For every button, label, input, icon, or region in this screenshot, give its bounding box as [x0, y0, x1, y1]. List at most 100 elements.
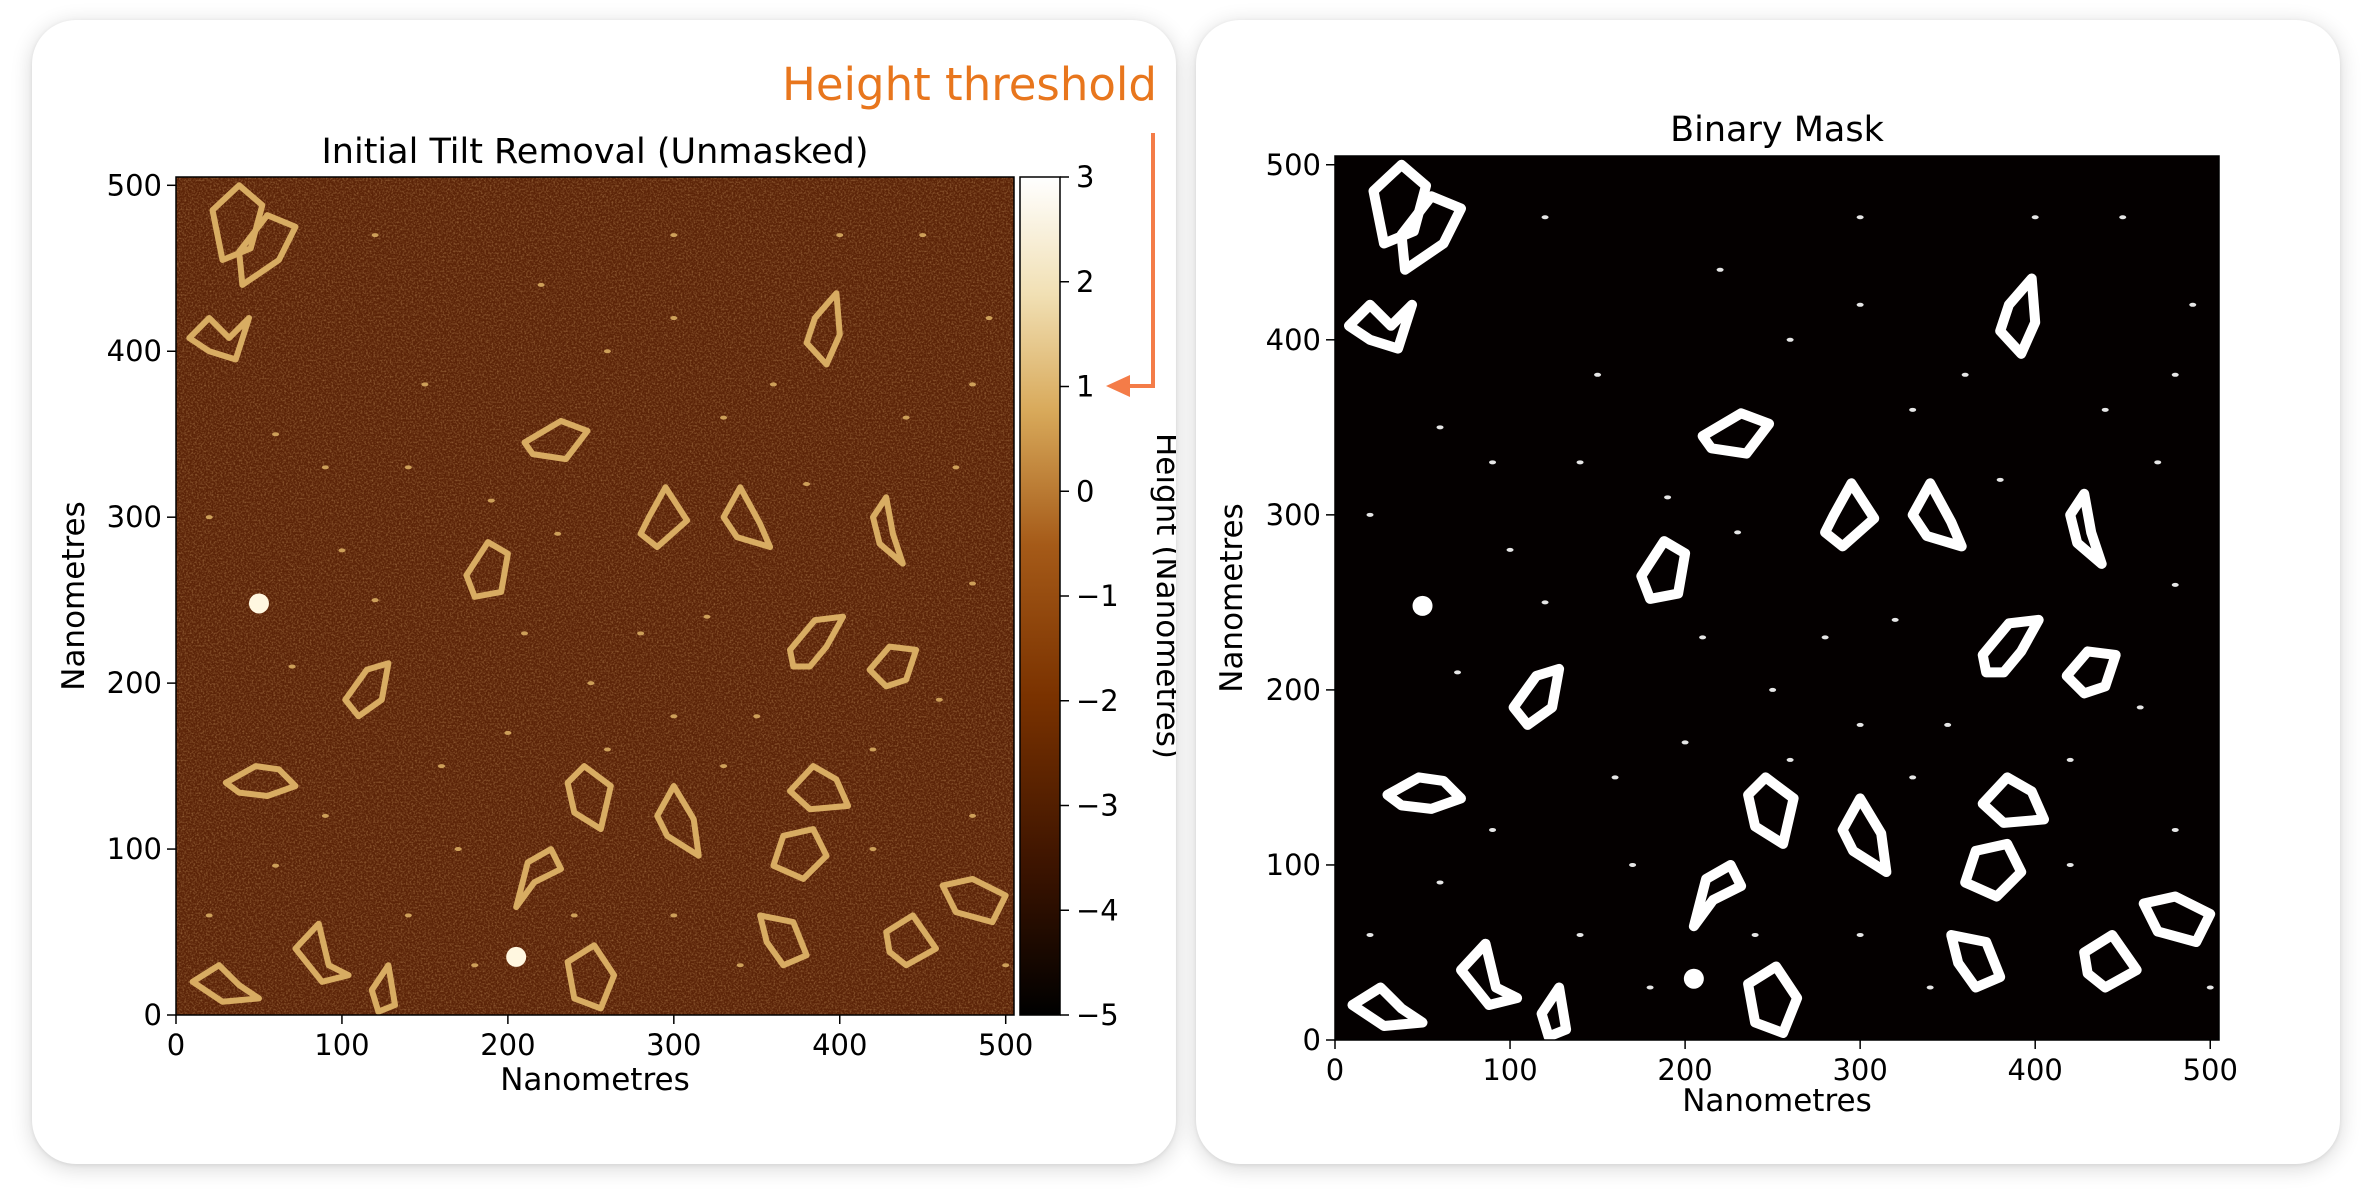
surface-speck: [504, 730, 512, 735]
x-axis-label: Nanometres: [1682, 1083, 1872, 1119]
chart-title: Initial Tilt Removal (Unmasked): [321, 132, 868, 172]
colorbar-tick-label: 2: [1076, 265, 1094, 299]
molecule-loop: [803, 290, 843, 368]
surface-speck: [1366, 512, 1374, 517]
y-tick-label: 200: [107, 666, 162, 700]
molecule-loop: [564, 942, 618, 1012]
surface-speck: [371, 233, 379, 238]
x-tick-label: 500: [978, 1028, 1033, 1062]
y-axis-label: Nanometres: [56, 501, 92, 691]
y-axis-label: Nanometres: [1214, 503, 1250, 693]
surface-speck: [554, 531, 562, 536]
surface-speck: [454, 847, 462, 852]
surface-speck: [1856, 215, 1864, 220]
surface-speck: [1646, 985, 1654, 990]
molecule-loop: [1382, 772, 1466, 814]
x-tick-label: 500: [2183, 1053, 2238, 1087]
surface-speck: [404, 465, 412, 470]
surface-speck: [969, 813, 977, 818]
x-tick-label: 100: [1482, 1053, 1537, 1087]
surface-speck: [471, 963, 479, 968]
molecule-loop: [236, 212, 299, 288]
molecule-loop: [1396, 191, 1466, 275]
surface-speck: [2066, 757, 2074, 762]
colorbar-ticks: 3 2 1 0 −1 −2 −3 −4 −5: [1060, 160, 1119, 1032]
surface-speck: [2171, 372, 2179, 377]
x-tick-label: 300: [1832, 1053, 1887, 1087]
surface-speck: [1734, 530, 1742, 535]
molecule-loop: [1536, 982, 1572, 1040]
surface-speck: [1454, 670, 1462, 675]
surface-speck: [1961, 372, 1969, 377]
molecule-loop: [1977, 614, 2044, 678]
x-tick-label: 200: [480, 1028, 535, 1062]
molecule-loop: [1995, 273, 2041, 359]
y-tick-label: 300: [1266, 498, 1321, 532]
surface-speck: [1681, 740, 1689, 745]
molecule-loop: [1688, 860, 1747, 932]
mask-background: [1335, 156, 2219, 1040]
surface-speck: [371, 598, 379, 603]
y-tick-label: 100: [1266, 848, 1321, 882]
surface-speck: [2189, 302, 2197, 307]
surface-speck: [288, 664, 296, 669]
surface-speck: [338, 548, 346, 553]
plot-frame: [175, 176, 1015, 1016]
colorbar-label: Height (Nanometres): [1149, 433, 1176, 759]
colorbar-tick-label: 3: [1076, 160, 1094, 194]
surface-speck: [1926, 985, 1934, 990]
surface-speck: [1786, 757, 1794, 762]
molecule-loop: [189, 962, 262, 1005]
surface-speck: [2171, 582, 2179, 587]
surface-speck: [2101, 407, 2109, 412]
bright-particle: [1683, 968, 1704, 989]
surface-speck: [321, 465, 329, 470]
height-threshold-annotation: Height threshold: [782, 58, 1157, 111]
surface-speck: [670, 714, 678, 719]
molecule-loop: [1508, 663, 1565, 730]
x-tick-label: 200: [1657, 1053, 1712, 1087]
surface-speck: [1436, 880, 1444, 885]
threshold-arrow-line: [1124, 133, 1155, 388]
left-panel-card: Initial Tilt Removal (Unmasked) 0 100 200 3…: [32, 20, 1185, 1164]
x-tick-label: 0: [167, 1028, 185, 1062]
surface-speck: [1944, 722, 1952, 727]
surface-speck: [1489, 460, 1497, 465]
surface-speck: [1002, 963, 1010, 968]
surface-speck: [670, 913, 678, 918]
threshold-arrow-head: [1106, 375, 1130, 397]
molecule-loop: [757, 912, 810, 969]
molecule-loop: [1743, 961, 1803, 1038]
right-panel-card: Binary Mask 0 100 200 300 400 500 0 100 200 300 40…: [1196, 20, 2340, 1164]
x-tick-label: 400: [2008, 1053, 2063, 1087]
molecule-loop: [1907, 478, 1967, 552]
surface-speck: [1786, 337, 1794, 342]
surface-speck: [2066, 862, 2074, 867]
molecule-loop: [1636, 536, 1691, 604]
surface-speck: [438, 764, 446, 769]
bright-particle: [248, 593, 269, 614]
surface-speck: [902, 415, 910, 420]
colorbar-tick-label: −4: [1076, 893, 1119, 927]
surface-speck: [2171, 827, 2179, 832]
surface-speck: [969, 581, 977, 586]
surface-speck: [803, 481, 811, 486]
molecule-loop: [463, 539, 511, 600]
tilt-removal-chart: Initial Tilt Removal (Unmasked) 0 100 200 3…: [56, 58, 1185, 1098]
molecule-loop: [521, 417, 591, 463]
surface-speck: [969, 382, 977, 387]
surface-speck: [2136, 705, 2144, 710]
surface-speck: [1856, 722, 1864, 727]
surface-speck: [869, 847, 877, 852]
surface-speck: [570, 913, 578, 918]
surface-speck: [1594, 372, 1602, 377]
surface-speck: [603, 747, 611, 752]
surface-speck: [321, 813, 329, 818]
colorbar-tick-label: −3: [1076, 789, 1119, 823]
x-axis-label: Nanometres: [500, 1062, 690, 1098]
y-tick-label: 200: [1266, 673, 1321, 707]
surface-speck: [670, 316, 678, 321]
molecule-loop: [1946, 930, 2006, 993]
colorbar-tick-label: 0: [1076, 474, 1094, 508]
surface-speck: [1856, 302, 1864, 307]
